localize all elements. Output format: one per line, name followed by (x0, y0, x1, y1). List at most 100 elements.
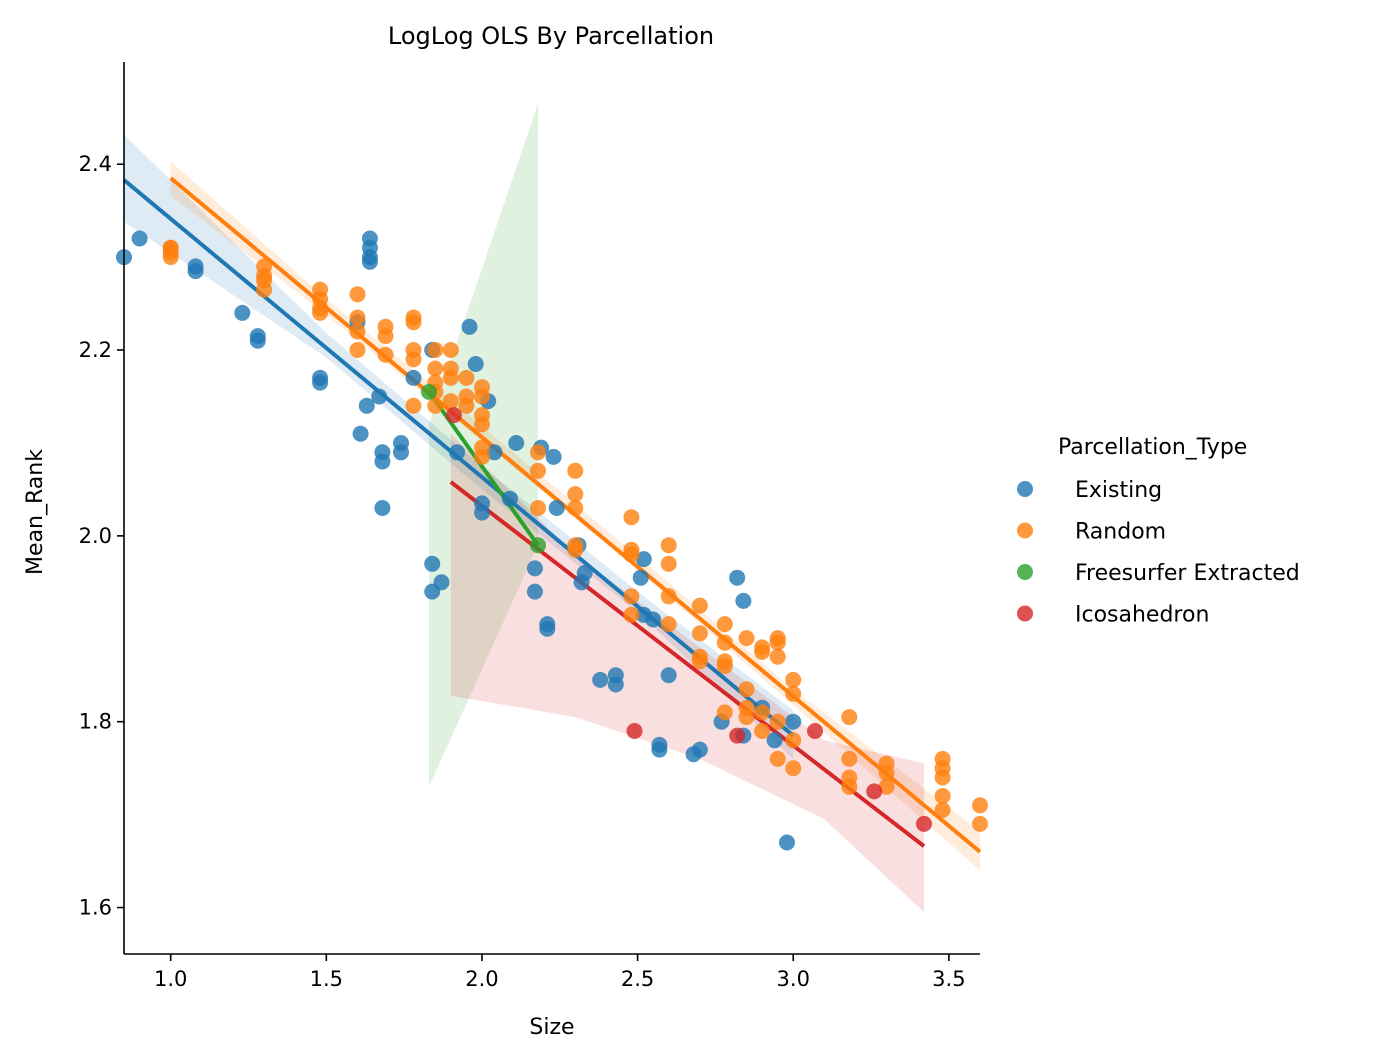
legend-label-existing: Existing (1075, 478, 1162, 503)
point-random (769, 634, 786, 651)
y-axis-label: Mean_Rank (23, 449, 48, 575)
point-existing (352, 425, 369, 442)
point-existing (312, 374, 329, 391)
point-random (623, 509, 640, 526)
point-icosahedron (916, 815, 932, 832)
point-existing (467, 356, 484, 372)
point-icosahedron (866, 783, 883, 800)
point-random (660, 555, 677, 572)
point-random (716, 704, 733, 721)
point-random (623, 606, 640, 623)
point-random (691, 597, 708, 614)
point-existing (371, 388, 388, 405)
point-existing (526, 560, 543, 577)
point-existing (486, 444, 503, 461)
point-icosahedron (729, 727, 746, 744)
point-existing (548, 500, 565, 516)
point-random (349, 309, 366, 326)
point-random (567, 486, 584, 503)
point-random (474, 416, 490, 433)
point-random (442, 342, 459, 358)
legend-title: Parcellation_Type (1058, 435, 1247, 460)
point-random (623, 546, 640, 563)
point-icosahedron (626, 723, 643, 739)
point-random (691, 653, 708, 670)
point-random (691, 625, 708, 642)
point-random (841, 709, 858, 726)
legend-label-freesurfer-extracted: Freesurfer Extracted (1075, 561, 1300, 586)
point-random (716, 634, 733, 651)
point-random (769, 713, 786, 730)
point-existing (361, 253, 378, 270)
point-existing (576, 565, 593, 581)
point-random (623, 588, 640, 605)
x-ticks: 1.0 1.5 2.0 2.5 3.0 3.5 (154, 954, 966, 991)
point-freesurfer-extracted (421, 383, 437, 400)
legend: Parcellation_Type Existing Random Freesurf… (1017, 435, 1300, 628)
legend-marker-icosahedron (1017, 605, 1033, 622)
point-random (567, 462, 584, 479)
point-icosahedron (807, 723, 823, 739)
x-tick-label: 1.0 (154, 967, 187, 991)
x-axis-label: Size (529, 1015, 574, 1040)
point-random (972, 815, 988, 832)
point-random (458, 397, 475, 414)
x-tick-label: 1.5 (310, 967, 343, 991)
point-random (349, 323, 366, 340)
point-random (458, 369, 475, 386)
point-existing (592, 671, 609, 688)
y-ticks: 1.6 1.8 2.0 2.2 2.4 (79, 152, 124, 920)
point-random (660, 616, 677, 633)
point-random (738, 630, 755, 647)
point-existing (526, 583, 543, 600)
point-existing (461, 318, 478, 335)
legend-marker-random (1017, 522, 1033, 539)
point-existing (785, 713, 802, 730)
point-random (738, 709, 755, 726)
point-existing (234, 304, 251, 321)
point-existing (691, 741, 708, 758)
y-tick-label: 2.4 (79, 152, 112, 176)
point-random (934, 788, 951, 804)
point-random (377, 328, 394, 345)
point-random (349, 342, 366, 358)
point-existing (660, 667, 677, 684)
legend-label-icosahedron: Icosahedron (1075, 603, 1209, 628)
point-existing (651, 741, 668, 758)
point-existing (545, 448, 562, 465)
point-random (530, 444, 546, 461)
point-existing (393, 444, 409, 461)
point-random (474, 448, 490, 465)
point-existing (187, 263, 204, 280)
point-random (405, 351, 422, 368)
axes (123, 62, 980, 955)
point-random (769, 750, 786, 767)
ci-band-icosahedron (450, 433, 924, 913)
scatter-points (116, 230, 988, 851)
point-random (754, 723, 771, 739)
point-random (567, 541, 584, 558)
point-icosahedron (445, 407, 462, 424)
point-existing (645, 611, 662, 628)
point-existing (424, 555, 441, 572)
point-existing (502, 490, 518, 507)
point-random (716, 616, 733, 633)
point-random (841, 750, 858, 767)
point-random (442, 369, 459, 386)
x-tick-label: 3.0 (777, 967, 810, 991)
point-existing (249, 328, 266, 345)
point-random (972, 797, 988, 814)
point-random (769, 648, 786, 665)
y-tick-label: 2.0 (79, 524, 112, 548)
point-existing (539, 620, 556, 637)
point-existing (508, 435, 525, 451)
y-tick-label: 2.2 (79, 338, 112, 362)
x-tick-label: 3.5 (932, 967, 965, 991)
point-existing (474, 495, 490, 512)
point-existing (766, 732, 783, 749)
point-random (660, 537, 677, 554)
point-existing (358, 397, 375, 414)
y-tick-label: 1.8 (79, 710, 112, 734)
legend-marker-existing (1017, 481, 1033, 497)
point-random (256, 281, 273, 298)
